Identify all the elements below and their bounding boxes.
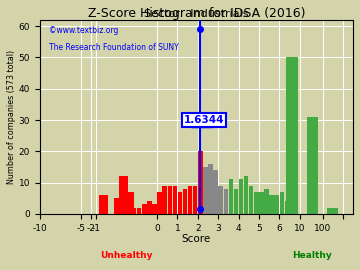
Text: Sector:  Industrials: Sector: Industrials <box>144 9 249 19</box>
Bar <box>125 192 134 214</box>
Bar <box>173 186 177 214</box>
Bar <box>198 151 203 214</box>
Bar <box>286 58 298 214</box>
Bar <box>157 192 162 214</box>
Bar <box>285 201 289 214</box>
Bar <box>327 208 338 214</box>
Bar <box>142 204 147 214</box>
Bar <box>239 180 243 214</box>
Y-axis label: Number of companies (573 total): Number of companies (573 total) <box>7 50 16 184</box>
Bar <box>259 192 264 214</box>
Bar <box>307 117 318 214</box>
Bar <box>269 195 274 214</box>
Bar <box>137 208 141 214</box>
Bar <box>249 186 253 214</box>
Bar <box>244 176 248 214</box>
Bar <box>224 189 228 214</box>
Text: Healthy: Healthy <box>292 251 332 260</box>
Text: 1.6344: 1.6344 <box>184 115 224 125</box>
Bar <box>99 195 108 214</box>
Bar <box>213 170 218 214</box>
Text: ©www.textbiz.org: ©www.textbiz.org <box>49 26 119 35</box>
Bar <box>114 198 123 214</box>
Bar <box>162 186 167 214</box>
Bar <box>120 176 129 214</box>
Bar <box>193 186 198 214</box>
Bar <box>274 195 279 214</box>
Title: Z-Score Histogram for IDSA (2016): Z-Score Histogram for IDSA (2016) <box>88 7 305 20</box>
Bar <box>229 180 233 214</box>
Bar <box>183 189 187 214</box>
Bar <box>147 201 152 214</box>
Bar <box>152 204 157 214</box>
Bar <box>264 189 269 214</box>
Bar <box>167 186 172 214</box>
X-axis label: Score: Score <box>182 234 211 244</box>
Bar <box>219 186 223 214</box>
Text: The Research Foundation of SUNY: The Research Foundation of SUNY <box>49 43 179 52</box>
Bar <box>132 208 136 214</box>
Bar <box>254 192 258 214</box>
Bar <box>279 192 284 214</box>
Bar <box>208 164 213 214</box>
Bar <box>203 167 208 214</box>
Text: Unhealthy: Unhealthy <box>100 251 153 260</box>
Bar <box>234 189 238 214</box>
Bar <box>188 186 192 214</box>
Bar <box>178 192 182 214</box>
